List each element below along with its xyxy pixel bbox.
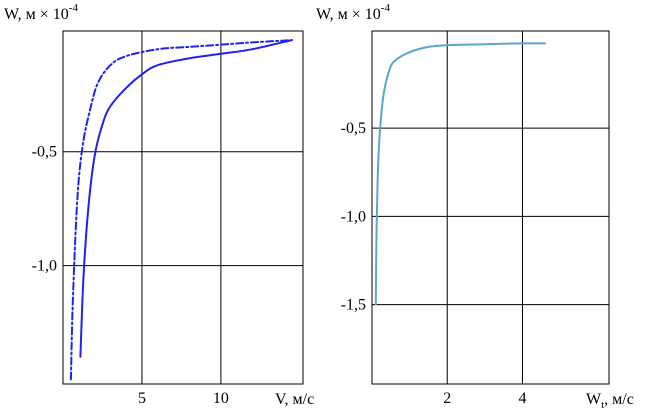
right-grid <box>372 31 609 384</box>
right-plot-frame <box>371 30 610 385</box>
y-tick-label: -1,0 <box>341 208 366 225</box>
solid-series-line <box>374 42 546 306</box>
y-tick-label: -0,5 <box>32 144 57 161</box>
x-tick-label: 4 <box>518 390 526 407</box>
left-tick-labels: 5 10 -0,5 -1,0 <box>32 144 229 407</box>
left-y-axis-label: W, м × 10-4 <box>4 2 78 23</box>
left-grid <box>63 31 303 384</box>
y-tick-label: -0,5 <box>341 120 366 137</box>
left-chart-panel: 5 10 -0,5 -1,0 W, м × 10-4 V, м/с <box>4 2 314 408</box>
y-tick-label: -1,0 <box>32 258 57 275</box>
left-plot-frame <box>62 30 304 385</box>
right-tick-labels: 2 4 -0,5 -1,0 -1,5 <box>341 120 527 407</box>
right-x-axis-label: Wt, м/с <box>586 391 634 408</box>
right-chart-panel: 2 4 -0,5 -1,0 -1,5 W, м × 10-4 Wt, м/с <box>316 2 634 408</box>
left-x-axis-label: V, м/с <box>275 391 314 408</box>
x-tick-label: 2 <box>443 390 451 407</box>
x-tick-label: 5 <box>138 390 146 407</box>
solid-series-line <box>79 39 293 358</box>
dashdot-series-line <box>69 39 293 381</box>
right-y-axis-label: W, м × 10-4 <box>316 2 390 23</box>
left-series <box>69 39 293 381</box>
y-tick-label: -1,5 <box>341 297 366 314</box>
x-tick-label: 10 <box>213 390 229 407</box>
right-series <box>374 42 546 306</box>
